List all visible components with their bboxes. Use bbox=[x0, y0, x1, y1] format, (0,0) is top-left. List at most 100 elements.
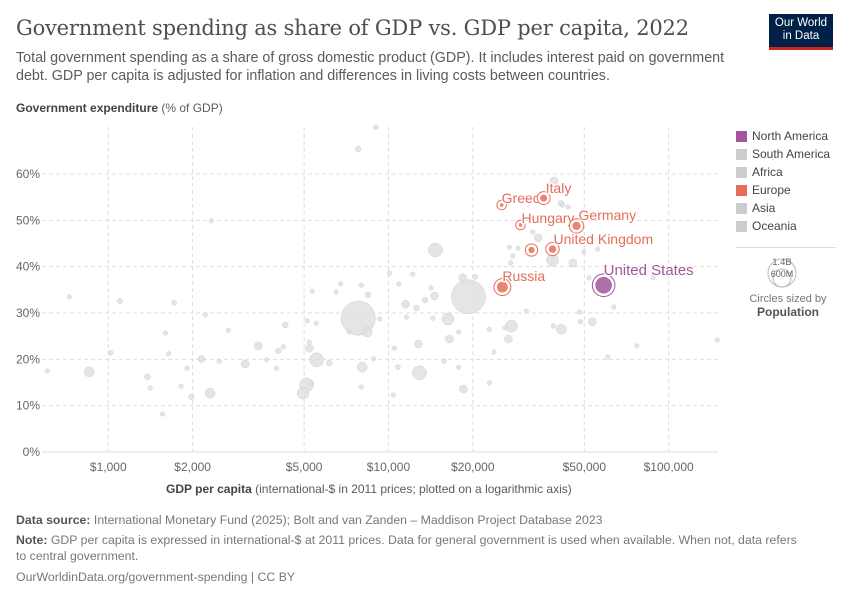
country-point[interactable] bbox=[309, 288, 315, 294]
country-point[interactable] bbox=[144, 373, 151, 381]
country-point[interactable] bbox=[714, 337, 720, 343]
country-point[interactable] bbox=[581, 249, 587, 255]
country-point[interactable] bbox=[171, 300, 178, 306]
country-point[interactable] bbox=[178, 383, 184, 389]
country-point[interactable] bbox=[116, 298, 123, 304]
country-point[interactable] bbox=[510, 253, 516, 259]
source-url[interactable]: OurWorldinData.org/government-spending |… bbox=[16, 570, 296, 584]
country-point[interactable] bbox=[107, 350, 114, 356]
highlighted-point[interactable]: Italy bbox=[536, 179, 573, 206]
country-point[interactable] bbox=[358, 384, 364, 390]
country-point[interactable] bbox=[430, 291, 439, 301]
country-point[interactable] bbox=[202, 312, 208, 318]
country-point[interactable] bbox=[459, 384, 468, 394]
country-point[interactable] bbox=[428, 285, 434, 291]
country-point[interactable] bbox=[472, 274, 478, 280]
country-point[interactable] bbox=[395, 364, 401, 370]
country-point[interactable] bbox=[441, 358, 447, 364]
country-point[interactable] bbox=[273, 365, 279, 371]
country-point[interactable] bbox=[280, 344, 286, 350]
highlighted-point[interactable]: Hungary bbox=[515, 209, 576, 231]
country-point[interactable] bbox=[387, 270, 393, 276]
country-point[interactable] bbox=[254, 341, 263, 351]
country-point[interactable] bbox=[275, 347, 282, 355]
country-point[interactable] bbox=[296, 386, 310, 400]
legend-item[interactable]: South America bbox=[736, 145, 840, 163]
country-point[interactable] bbox=[340, 300, 376, 336]
country-point[interactable] bbox=[456, 364, 462, 370]
country-point[interactable] bbox=[611, 304, 617, 310]
country-point[interactable] bbox=[410, 271, 416, 277]
country-point[interactable] bbox=[313, 320, 319, 326]
country-point[interactable] bbox=[162, 330, 168, 336]
country-point[interactable] bbox=[605, 354, 611, 360]
country-point[interactable] bbox=[549, 176, 559, 186]
country-point[interactable] bbox=[159, 411, 165, 417]
country-point[interactable] bbox=[421, 296, 429, 304]
country-point[interactable] bbox=[357, 361, 368, 373]
country-point[interactable] bbox=[486, 326, 492, 332]
country-point[interactable] bbox=[216, 358, 222, 364]
country-point[interactable] bbox=[413, 304, 420, 312]
country-point[interactable] bbox=[491, 349, 497, 355]
legend-item[interactable]: Asia bbox=[736, 199, 840, 217]
country-point[interactable] bbox=[530, 229, 536, 235]
country-point[interactable] bbox=[428, 242, 443, 258]
country-point[interactable] bbox=[263, 357, 270, 363]
legend-item[interactable]: Europe bbox=[736, 181, 840, 199]
highlighted-point[interactable]: Germany bbox=[568, 206, 637, 234]
country-point[interactable] bbox=[390, 392, 396, 398]
country-point[interactable] bbox=[355, 145, 362, 153]
country-point[interactable] bbox=[333, 289, 339, 295]
country-point[interactable] bbox=[578, 319, 584, 325]
country-point[interactable] bbox=[588, 317, 597, 327]
country-point[interactable] bbox=[523, 308, 529, 314]
country-point[interactable] bbox=[225, 327, 231, 333]
country-point[interactable] bbox=[147, 385, 153, 391]
legend-item[interactable]: North America bbox=[736, 127, 840, 145]
country-point[interactable] bbox=[377, 316, 383, 322]
country-point[interactable] bbox=[309, 352, 324, 368]
country-point[interactable] bbox=[281, 321, 289, 329]
country-point[interactable] bbox=[504, 334, 513, 344]
country-point[interactable] bbox=[556, 323, 567, 335]
country-point[interactable] bbox=[188, 393, 195, 400]
country-point[interactable] bbox=[83, 366, 95, 378]
country-point[interactable] bbox=[515, 245, 521, 251]
country-point[interactable] bbox=[364, 291, 372, 299]
country-point[interactable] bbox=[391, 345, 397, 351]
country-point[interactable] bbox=[568, 258, 578, 268]
country-point[interactable] bbox=[634, 343, 640, 349]
country-point[interactable] bbox=[650, 275, 656, 281]
country-point[interactable] bbox=[165, 351, 172, 357]
country-point[interactable] bbox=[372, 124, 379, 130]
country-point[interactable] bbox=[412, 365, 427, 381]
legend-item[interactable]: Oceania bbox=[736, 217, 840, 235]
country-point[interactable] bbox=[308, 380, 314, 386]
country-point[interactable] bbox=[401, 299, 410, 309]
highlighted-point[interactable]: United States bbox=[591, 261, 695, 298]
country-point[interactable] bbox=[414, 339, 423, 349]
country-point[interactable] bbox=[358, 282, 364, 288]
country-point[interactable] bbox=[44, 368, 50, 374]
country-point[interactable] bbox=[502, 325, 508, 331]
country-point[interactable] bbox=[208, 218, 214, 224]
country-point[interactable] bbox=[204, 387, 216, 399]
country-point[interactable] bbox=[304, 318, 310, 324]
country-point[interactable] bbox=[338, 281, 344, 287]
country-point[interactable] bbox=[197, 355, 206, 363]
country-point[interactable] bbox=[533, 233, 543, 243]
country-point[interactable] bbox=[404, 314, 410, 320]
country-point[interactable] bbox=[565, 204, 571, 210]
country-point[interactable] bbox=[508, 260, 514, 266]
country-point[interactable] bbox=[184, 365, 190, 371]
country-point[interactable] bbox=[396, 281, 402, 287]
country-point[interactable] bbox=[445, 334, 454, 344]
country-point[interactable] bbox=[451, 279, 486, 315]
country-point[interactable] bbox=[550, 323, 556, 329]
legend-item[interactable]: Africa bbox=[736, 163, 840, 181]
country-point[interactable] bbox=[506, 244, 512, 250]
country-point[interactable] bbox=[66, 294, 72, 300]
country-point[interactable] bbox=[346, 329, 352, 335]
country-point[interactable] bbox=[441, 312, 455, 326]
